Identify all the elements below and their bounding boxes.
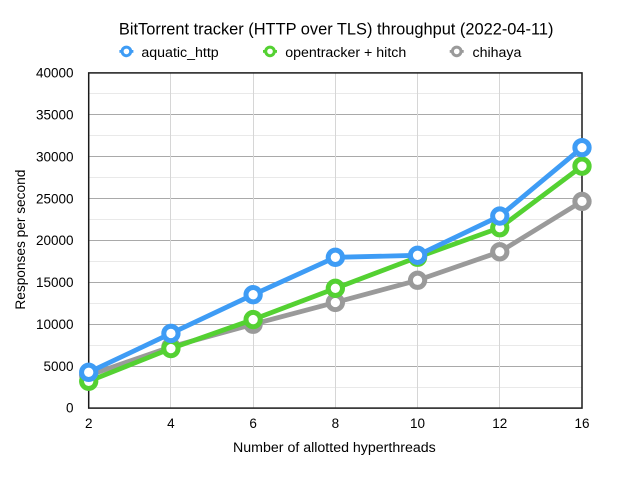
svg-text:40000: 40000 [36,66,74,81]
svg-text:chihaya: chihaya [473,45,522,61]
svg-text:10000: 10000 [36,317,74,332]
svg-text:2: 2 [85,416,93,431]
svg-text:0: 0 [66,401,74,416]
svg-text:35000: 35000 [36,108,74,123]
svg-text:20000: 20000 [36,233,74,248]
svg-text:Responses per second: Responses per second [13,170,28,310]
svg-text:6: 6 [249,416,257,431]
svg-text:Number of allotted hyperthread: Number of allotted hyperthreads [233,440,436,456]
svg-text:16: 16 [574,416,589,431]
svg-text:25000: 25000 [36,191,74,206]
svg-text:aquatic_http: aquatic_http [141,45,218,61]
svg-text:15000: 15000 [36,275,74,290]
svg-text:30000: 30000 [36,149,74,164]
svg-text:10: 10 [410,416,425,431]
svg-text:4: 4 [167,416,175,431]
svg-text:BitTorrent tracker (HTTP over: BitTorrent tracker (HTTP over TLS) throu… [119,21,554,39]
svg-text:5000: 5000 [43,359,73,374]
svg-text:8: 8 [332,416,340,431]
svg-text:opentracker + hitch: opentracker + hitch [285,45,406,61]
svg-text:12: 12 [492,416,507,431]
